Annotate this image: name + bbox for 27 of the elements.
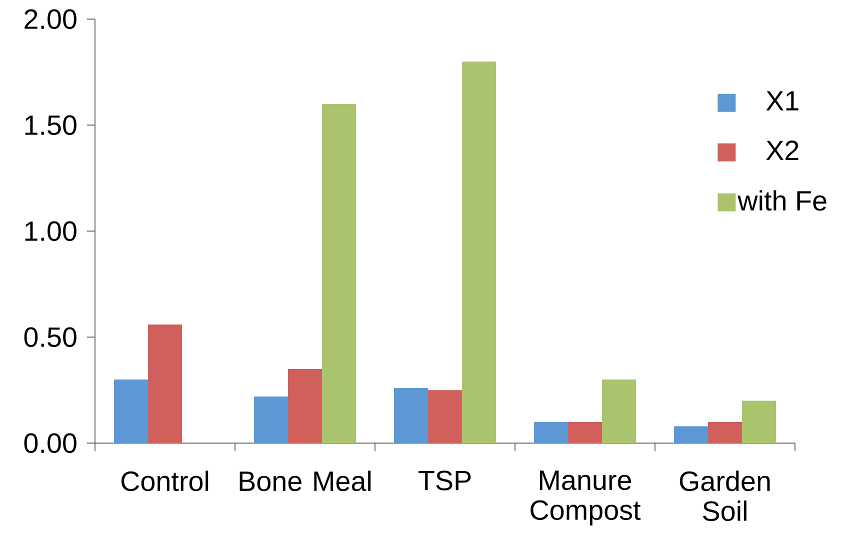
bar (568, 422, 602, 444)
legend-label: X1 (766, 91, 798, 110)
x-tick-label: Control (121, 470, 208, 492)
bar (394, 388, 428, 444)
legend-label: with Fe (738, 190, 826, 211)
bar (742, 400, 776, 444)
bar (674, 426, 708, 444)
y-tick-label: 0.00 (24, 433, 76, 453)
bar (148, 324, 182, 444)
x-tick-label: Garden Soil (680, 470, 770, 521)
x-tick-label: TSP (418, 470, 471, 490)
x-tick-label: Manure Compost (530, 470, 641, 526)
y-tick-label: 1.00 (25, 221, 76, 241)
x-tick-label: Bone Meal (240, 470, 371, 492)
bar (254, 396, 288, 444)
bar (428, 390, 462, 444)
bar (534, 422, 568, 444)
y-tick-label: 2.00 (24, 9, 76, 29)
y-tick-label: 1.50 (25, 115, 76, 135)
legend-label: X2 (766, 140, 798, 160)
bar (462, 61, 496, 444)
y-tick-label: 0.50 (24, 327, 76, 347)
bar (288, 368, 322, 444)
bar (602, 379, 636, 444)
bar (708, 422, 742, 444)
bar (322, 104, 356, 444)
bar (114, 379, 148, 444)
